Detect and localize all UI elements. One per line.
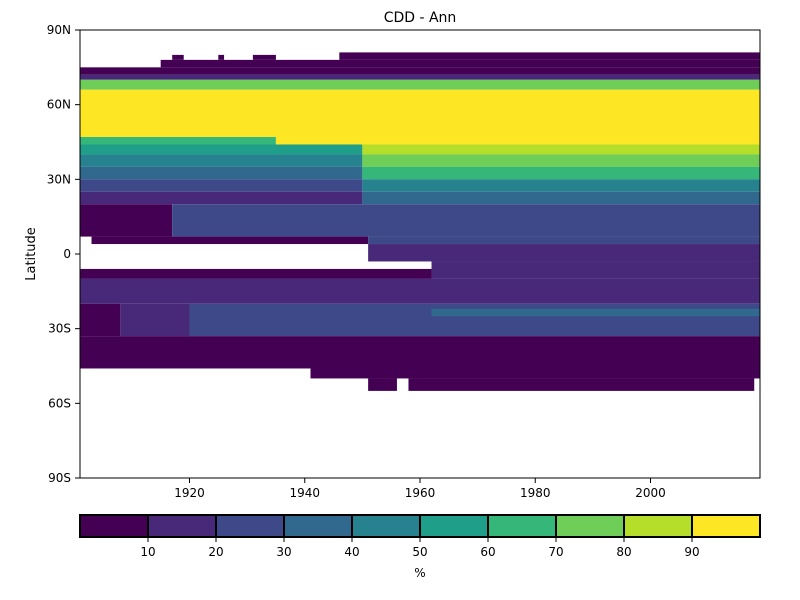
heatmap-cell — [275, 137, 760, 145]
colorbar-tick-label: 60 — [480, 545, 495, 559]
heatmap-cell — [91, 236, 369, 245]
heatmap-cell — [80, 89, 760, 138]
y-tick-label: 0 — [63, 247, 71, 261]
colorbar-tick-label: 20 — [208, 545, 223, 559]
y-tick-label: 60S — [48, 396, 71, 410]
heatmap-cell — [368, 254, 760, 262]
heatmap-cell — [80, 336, 760, 369]
heatmap-cell — [80, 179, 363, 192]
heatmap-cell — [368, 378, 397, 391]
colorbar-swatch — [419, 514, 489, 538]
heatmap-cell — [339, 52, 760, 60]
y-axis-label: Latitude — [24, 227, 39, 281]
heatmap-cell — [80, 67, 760, 75]
colorbar-tick-label: 10 — [140, 545, 155, 559]
y-axis-ticks: 90N 60N 30N 0 30S 60S 90S — [47, 23, 80, 485]
heatmap-cell — [368, 236, 760, 245]
colorbar-label: % — [414, 566, 425, 580]
y-tick-label: 30N — [47, 172, 71, 186]
heatmap-cell — [362, 191, 760, 205]
y-tick-label: 30S — [48, 322, 71, 336]
x-tick-label: 2000 — [635, 486, 666, 500]
colorbar-swatch — [487, 514, 557, 538]
colorbar-tick-label: 50 — [412, 545, 427, 559]
heatmap-cell — [120, 303, 190, 337]
x-tick-label: 1940 — [289, 486, 320, 500]
heatmap-cell — [431, 261, 760, 279]
heatmap-cell — [80, 278, 760, 304]
heatmap-cell — [431, 308, 760, 317]
colorbar-tick-label: 90 — [684, 545, 699, 559]
colorbar-swatch — [147, 514, 217, 538]
y-tick-label: 90N — [47, 23, 71, 37]
heatmap-cell — [368, 244, 760, 254]
heatmap-cell — [80, 204, 173, 237]
colorbar-tick-label: 30 — [276, 545, 291, 559]
heatmap-cell — [362, 166, 760, 180]
heatmap-cell — [80, 191, 363, 205]
heatmap-cell — [362, 144, 760, 155]
colorbar-swatch — [623, 514, 693, 538]
heatmap-cell — [80, 303, 121, 337]
heatmap-cell — [218, 54, 225, 60]
heatmap-cell — [80, 74, 760, 80]
y-tick-label: 90S — [48, 471, 71, 485]
heatmap-cell — [189, 303, 761, 337]
heatmap-cell — [408, 378, 755, 391]
heatmap-cell — [362, 154, 760, 167]
colorbar-swatch — [79, 514, 149, 538]
heatmap-cell — [172, 204, 761, 237]
colorbar-swatch — [283, 514, 353, 538]
heatmap-cells — [80, 52, 761, 391]
y-tick-label: 60N — [47, 98, 71, 112]
colorbar-swatch — [351, 514, 421, 538]
heatmap-cell — [252, 54, 276, 60]
colorbar-tick-label: 70 — [548, 545, 563, 559]
heatmap-cell — [80, 137, 276, 145]
x-axis-ticks: 1920 1940 1960 1980 2000 — [174, 478, 666, 500]
x-tick-label: 1920 — [174, 486, 205, 500]
x-tick-label: 1980 — [520, 486, 551, 500]
heatmap-cell — [160, 59, 760, 68]
heatmap-cell — [80, 154, 363, 167]
heatmap-cell — [310, 368, 760, 379]
colorbar: 10 20 30 40 50 60 70 80 90 — [79, 514, 761, 559]
heatmap-cell — [172, 54, 184, 60]
heatmap-cell — [80, 144, 363, 155]
heatmap-cell — [80, 166, 363, 180]
heatmap-cell — [80, 79, 760, 90]
x-tick-label: 1960 — [405, 486, 436, 500]
chart-title: CDD - Ann — [384, 10, 457, 26]
colorbar-swatch — [215, 514, 285, 538]
heatmap-cell — [362, 179, 760, 192]
colorbar-swatch — [555, 514, 625, 538]
colorbar-swatch — [691, 514, 761, 538]
heatmap-cell — [80, 268, 432, 279]
colorbar-tick-label: 40 — [344, 545, 359, 559]
colorbar-tick-label: 80 — [616, 545, 631, 559]
